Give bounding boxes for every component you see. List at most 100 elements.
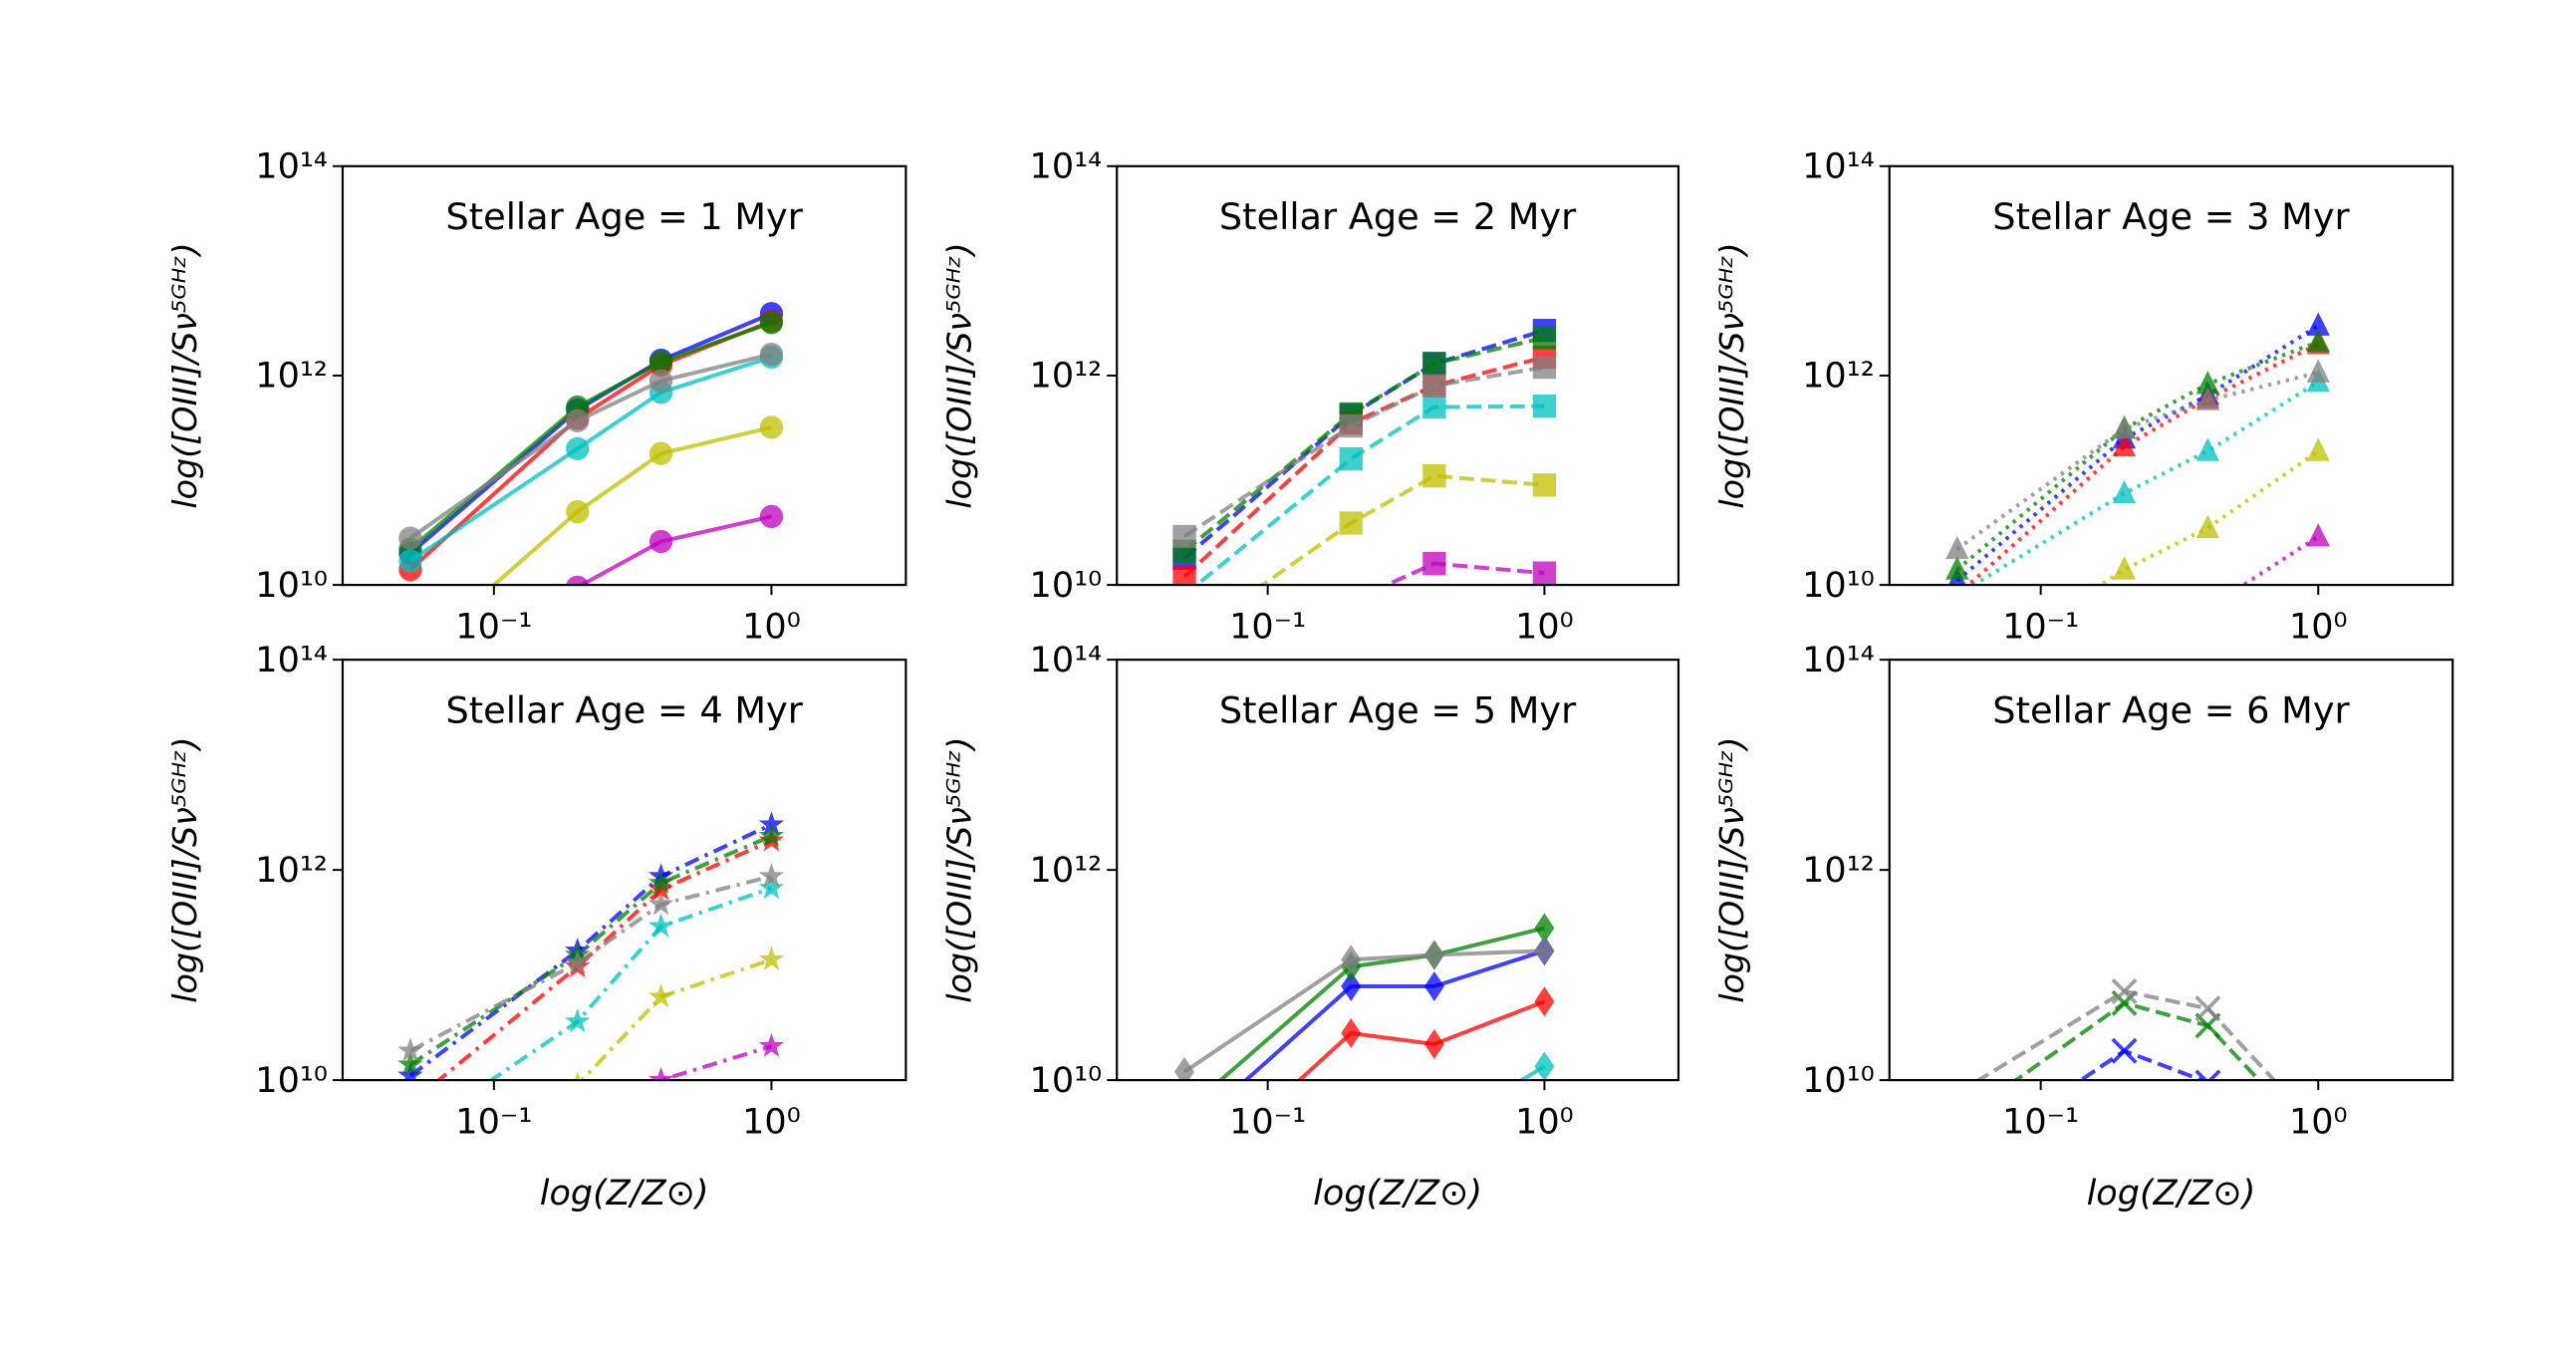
series-line [1182, 335, 1545, 553]
x-tick-label: 10⁰ [2289, 1102, 2348, 1143]
series-line [1217, 926, 1545, 1081]
data-point [2194, 1069, 2221, 1081]
subplot: 10¹⁰ 10¹² 10¹⁴ 10⁻¹ 10⁰ Stellar Age = 5 Myr lo… [939, 640, 1680, 1214]
data-point [1534, 1051, 1555, 1081]
data-point [647, 983, 674, 1008]
subplot-title: Stellar Age = 6 Myr [1992, 689, 2350, 732]
data-point [1945, 535, 1969, 560]
x-tick-label: 10⁰ [2289, 606, 2348, 647]
series-line [1193, 404, 1545, 586]
data-point [2112, 556, 2137, 580]
y-tick-label: 10¹⁰ [255, 565, 328, 606]
series-line [2077, 1048, 2207, 1081]
series-line [408, 822, 773, 1078]
subplot: 10¹⁰ 10¹² 10¹⁴ 10⁻¹ 10⁰ Stellar Age = 2 Myr lo… [939, 145, 1680, 647]
y-tick-label: 10¹² [1030, 356, 1103, 397]
series-line [1955, 370, 2319, 551]
y-tick-label: 10¹² [1802, 850, 1875, 891]
y-tick-label: 10¹⁴ [1030, 640, 1103, 680]
series-line [2097, 449, 2320, 586]
y-axis-label: log([OIII]/Sν⁵ᴳᴴᶻ) [939, 737, 978, 1003]
data-point [397, 1037, 423, 1062]
y-axis-label: log([OIII]/Sν⁵ᴳᴴᶻ) [165, 737, 204, 1003]
data-point [1422, 551, 1446, 576]
data-point [1422, 395, 1446, 419]
data-point [648, 441, 673, 465]
y-axis-label: log([OIII]/Sν⁵ᴳᴴᶻ) [1712, 737, 1751, 1003]
y-axis-label: log([OIII]/Sν⁵ᴳᴴᶻ) [1712, 242, 1751, 508]
data-point [565, 949, 591, 974]
series-line [1974, 988, 2277, 1081]
series-line [1242, 948, 1546, 1081]
data-point [1422, 463, 1446, 488]
data-point [1423, 1028, 1444, 1060]
data-point [566, 408, 590, 432]
data-point [2194, 995, 2221, 1022]
series-line [1182, 948, 1545, 1074]
series-line [1955, 324, 2320, 583]
data-point [1532, 355, 1557, 380]
data-point [1945, 556, 1969, 580]
data-point [566, 499, 590, 524]
y-tick-label: 10¹² [255, 356, 328, 397]
x-tick-label: 10⁻¹ [2002, 606, 2079, 647]
data-point [759, 415, 784, 439]
data-point [1422, 374, 1446, 398]
data-point [1532, 394, 1557, 418]
series-line [1182, 365, 1545, 539]
data-point [648, 529, 673, 554]
plot-area [1974, 978, 2277, 1081]
data-point [398, 549, 422, 573]
data-point [574, 1071, 581, 1081]
plot-area [1172, 318, 1557, 586]
x-tick-label: 10⁻¹ [455, 606, 532, 647]
series-line [577, 514, 772, 586]
data-point [648, 350, 673, 374]
subplot-title: Stellar Age = 3 Myr [1992, 195, 2350, 238]
data-point [2306, 523, 2330, 547]
data-point [398, 526, 422, 550]
series-line [2012, 1000, 2262, 1081]
series-line [656, 1044, 773, 1081]
subplot-title: Stellar Age = 5 Myr [1219, 689, 1577, 732]
data-point [2195, 387, 2220, 410]
data-point [2112, 479, 2137, 504]
y-tick-label: 10¹⁴ [255, 640, 328, 680]
subplot-title: Stellar Age = 4 Myr [446, 689, 804, 732]
series-line [435, 838, 773, 1081]
series-line [1296, 999, 1546, 1081]
data-point [1423, 971, 1444, 1002]
plot-area [398, 302, 784, 586]
y-tick-label: 10¹⁴ [1802, 640, 1875, 680]
subplot: 10¹⁰ 10¹² 10¹⁴ 10⁻¹ 10⁰ Stellar Age = 1 Myr lo… [165, 145, 907, 647]
series-line [1259, 473, 1545, 586]
data-point [758, 946, 785, 971]
x-axis-label: log(Z/Z⊙) [540, 1173, 709, 1214]
data-point [1339, 511, 1363, 535]
data-point [647, 869, 674, 895]
series-line [408, 355, 773, 563]
data-point [647, 1066, 674, 1081]
x-tick-label: 10⁰ [1515, 606, 1574, 647]
series-line [487, 886, 773, 1081]
x-tick-label: 10⁰ [742, 1102, 801, 1143]
series-line [1955, 340, 2319, 572]
data-point [2195, 514, 2220, 538]
data-point [648, 369, 673, 393]
data-point [2112, 415, 2137, 439]
data-point [566, 436, 590, 461]
x-tick-label: 10⁰ [742, 606, 801, 647]
y-tick-label: 10¹⁰ [1802, 1060, 1875, 1101]
x-tick-label: 10⁻¹ [1229, 606, 1306, 647]
data-point [2112, 432, 2137, 457]
data-point [2306, 437, 2330, 461]
data-point [2306, 312, 2330, 336]
data-point [759, 311, 784, 335]
data-point [2195, 437, 2220, 461]
y-tick-label: 10¹⁰ [1030, 1060, 1103, 1101]
y-tick-label: 10¹⁴ [1030, 145, 1103, 186]
subplot: 10¹⁰ 10¹² 10¹⁴ 10⁻¹ 10⁰ Stellar Age = 3 Myr lo… [1712, 145, 2454, 647]
data-point [397, 1051, 423, 1076]
data-point [758, 863, 785, 888]
series-line [579, 957, 773, 1081]
